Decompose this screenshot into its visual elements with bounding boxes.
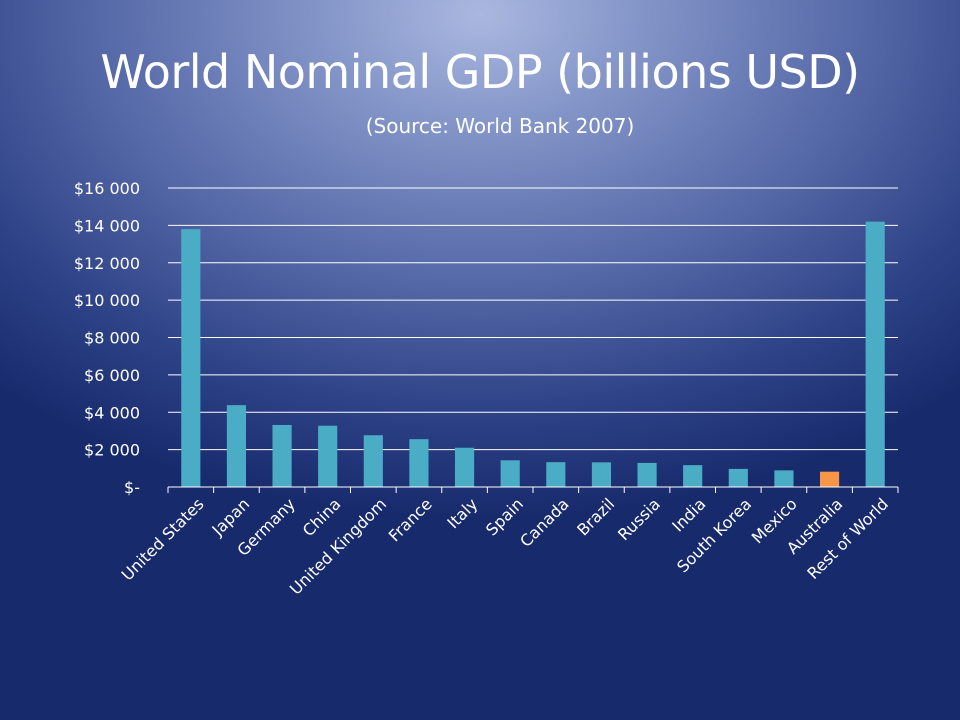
x-tick-label: France [385, 494, 436, 545]
x-tick-label: Italy [443, 494, 481, 532]
bar-japan [226, 405, 247, 487]
y-tick-label: $12 000 [74, 254, 140, 273]
bar-canada [546, 462, 566, 487]
bar-germany [272, 424, 292, 487]
x-tick-label: India [668, 494, 709, 535]
x-axis [167, 486, 899, 493]
bar-france [409, 439, 429, 487]
y-tick-label: $6 000 [84, 366, 140, 385]
bar-russia [637, 462, 657, 487]
bar-china [318, 425, 338, 487]
x-tick-label: United States [118, 494, 208, 584]
bar-united-kingdom [363, 435, 383, 487]
chart-title: World Nominal GDP (billions USD) [100, 45, 860, 99]
bars [181, 221, 885, 488]
y-tick-label: $4 000 [84, 403, 140, 422]
y-tick-label: $10 000 [74, 291, 140, 310]
bar-spain [500, 460, 520, 487]
bar-india [683, 465, 703, 487]
chart-subtitle: (Source: World Bank 2007) [365, 114, 635, 138]
x-tick-label: Rest of World [803, 494, 892, 583]
bar-australia [819, 471, 840, 487]
x-tick-label: Canada [516, 494, 572, 550]
bar-rest-of-world [865, 221, 885, 487]
bar-italy [454, 447, 475, 487]
x-tick-label: Russia [614, 494, 664, 544]
bar-mexico [774, 470, 794, 487]
y-tick-label: $14 000 [74, 216, 140, 235]
y-tick-label: $16 000 [74, 179, 140, 198]
bar-brazil [591, 462, 612, 487]
bar-south-korea [728, 468, 748, 487]
gridlines [168, 187, 898, 451]
y-axis-ticks: $- $2 000 $4 000 $6 000 $8 000 $10 000 $12 000… [74, 179, 140, 497]
bar-united-states [181, 229, 201, 488]
y-tick-label: $8 000 [84, 329, 140, 348]
y-tick-label: $2 000 [84, 441, 140, 460]
y-tick-label: $- [124, 478, 140, 497]
x-tick-label: Brazil [573, 494, 618, 539]
